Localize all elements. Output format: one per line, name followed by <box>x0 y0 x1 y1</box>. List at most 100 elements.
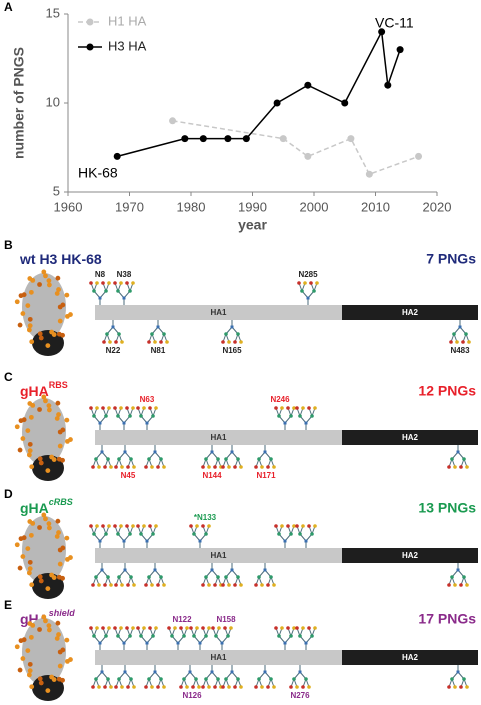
glycan-node <box>450 677 454 681</box>
glycan-node <box>260 583 264 587</box>
glycan-node <box>119 281 123 285</box>
glycan-node <box>92 634 96 638</box>
glycan-node <box>113 281 117 285</box>
glycan-node <box>189 524 193 528</box>
protein-glycan <box>60 457 65 463</box>
glycan-node <box>307 524 311 528</box>
glycan-node <box>189 626 193 630</box>
protein-glycan <box>20 656 26 661</box>
protein-glycan <box>37 282 42 287</box>
series-line <box>172 120 419 176</box>
protein-glycan <box>41 512 47 518</box>
glycan-node <box>182 677 186 681</box>
protein-glycan <box>68 657 73 662</box>
glycan-node <box>280 626 284 630</box>
segment-label: HA1 <box>210 433 227 442</box>
glycan-node <box>310 414 314 418</box>
ha1-bar <box>95 548 342 563</box>
glycan-node <box>116 634 120 638</box>
glycan-node <box>95 626 99 630</box>
glycan-node <box>97 583 101 587</box>
glycan-node <box>159 575 163 579</box>
protein-glycan <box>37 525 42 530</box>
glycan-node <box>120 685 124 689</box>
protein-glycan <box>18 418 24 424</box>
glycan-node <box>98 421 102 425</box>
panel-title: wt H3 HK-68 <box>19 251 102 267</box>
ha1-bar <box>95 305 342 320</box>
glycan-node <box>236 677 240 681</box>
protein-glycan <box>43 398 48 404</box>
glycan-node <box>201 685 205 689</box>
glycan-node <box>301 406 305 410</box>
glycan-node <box>213 583 217 587</box>
site-label: N22 <box>106 346 121 355</box>
protein-glycan <box>64 417 70 423</box>
protein-glycan <box>64 637 70 643</box>
protein-glycan <box>17 447 23 453</box>
glycan-node <box>239 685 243 689</box>
protein-glycan <box>57 318 63 324</box>
title-superscript: RBS <box>49 380 68 390</box>
segment-label: HA2 <box>402 653 419 662</box>
segment-label: HA1 <box>210 551 227 560</box>
png-count: 17 PNGs <box>418 611 476 627</box>
glycan-node <box>95 406 99 410</box>
glycan-node <box>295 406 299 410</box>
protein-glycan <box>60 332 65 338</box>
glycan-node <box>105 332 109 336</box>
glycan-node <box>107 524 111 528</box>
glycan-node <box>301 626 305 630</box>
glycan-node <box>198 539 202 543</box>
glycan-node <box>201 583 205 587</box>
protein-glycan <box>41 269 47 275</box>
x-tick-label: 1970 <box>115 199 144 214</box>
glycan-node <box>280 524 284 528</box>
glycan-node <box>292 626 296 630</box>
protein-glycan <box>54 534 60 539</box>
glycan-node <box>150 685 154 689</box>
glycan-node <box>191 685 195 689</box>
glycan-node <box>89 406 93 410</box>
glycan-node <box>94 677 98 681</box>
protein-glycan <box>27 441 33 447</box>
protein-glycan <box>29 684 35 690</box>
glycan-node <box>147 575 151 579</box>
glycan-node <box>126 465 130 469</box>
protein-glycan <box>43 516 48 522</box>
protein-glycan <box>56 632 61 637</box>
glycan-node <box>289 414 293 418</box>
glycan-node <box>453 465 457 469</box>
glycan-node <box>230 568 234 572</box>
glycan-node <box>116 532 120 536</box>
glycan-node <box>459 465 463 469</box>
glycan-node <box>227 465 231 469</box>
glycan-node <box>91 465 95 469</box>
protein-glycan <box>25 428 31 434</box>
glycan-node <box>313 406 317 410</box>
glycan-node <box>122 539 126 543</box>
png-count: 12 PNGs <box>418 383 476 399</box>
ha1-bar <box>95 650 342 665</box>
segment-label: HA1 <box>210 653 227 662</box>
glycan-node <box>153 670 157 674</box>
glycan-node <box>298 634 302 638</box>
glycan-node <box>97 465 101 469</box>
glycan-node <box>272 685 276 689</box>
protein-body <box>22 516 66 584</box>
site-label: N246 <box>270 395 290 404</box>
glycan-node <box>107 626 111 630</box>
glycan-node <box>313 626 317 630</box>
glycan-node <box>139 634 143 638</box>
glycan-node <box>221 685 225 689</box>
glycan-node <box>223 626 227 630</box>
x-tick-label: 1980 <box>177 199 206 214</box>
site-label: N165 <box>222 346 242 355</box>
glycan-node <box>286 406 290 410</box>
panel-letter: B <box>4 238 13 252</box>
protein-glycan <box>45 343 51 349</box>
ha2-bar <box>342 650 478 665</box>
glycan-node <box>129 575 133 579</box>
glycan-node <box>465 465 469 469</box>
glycan-node <box>167 626 171 630</box>
